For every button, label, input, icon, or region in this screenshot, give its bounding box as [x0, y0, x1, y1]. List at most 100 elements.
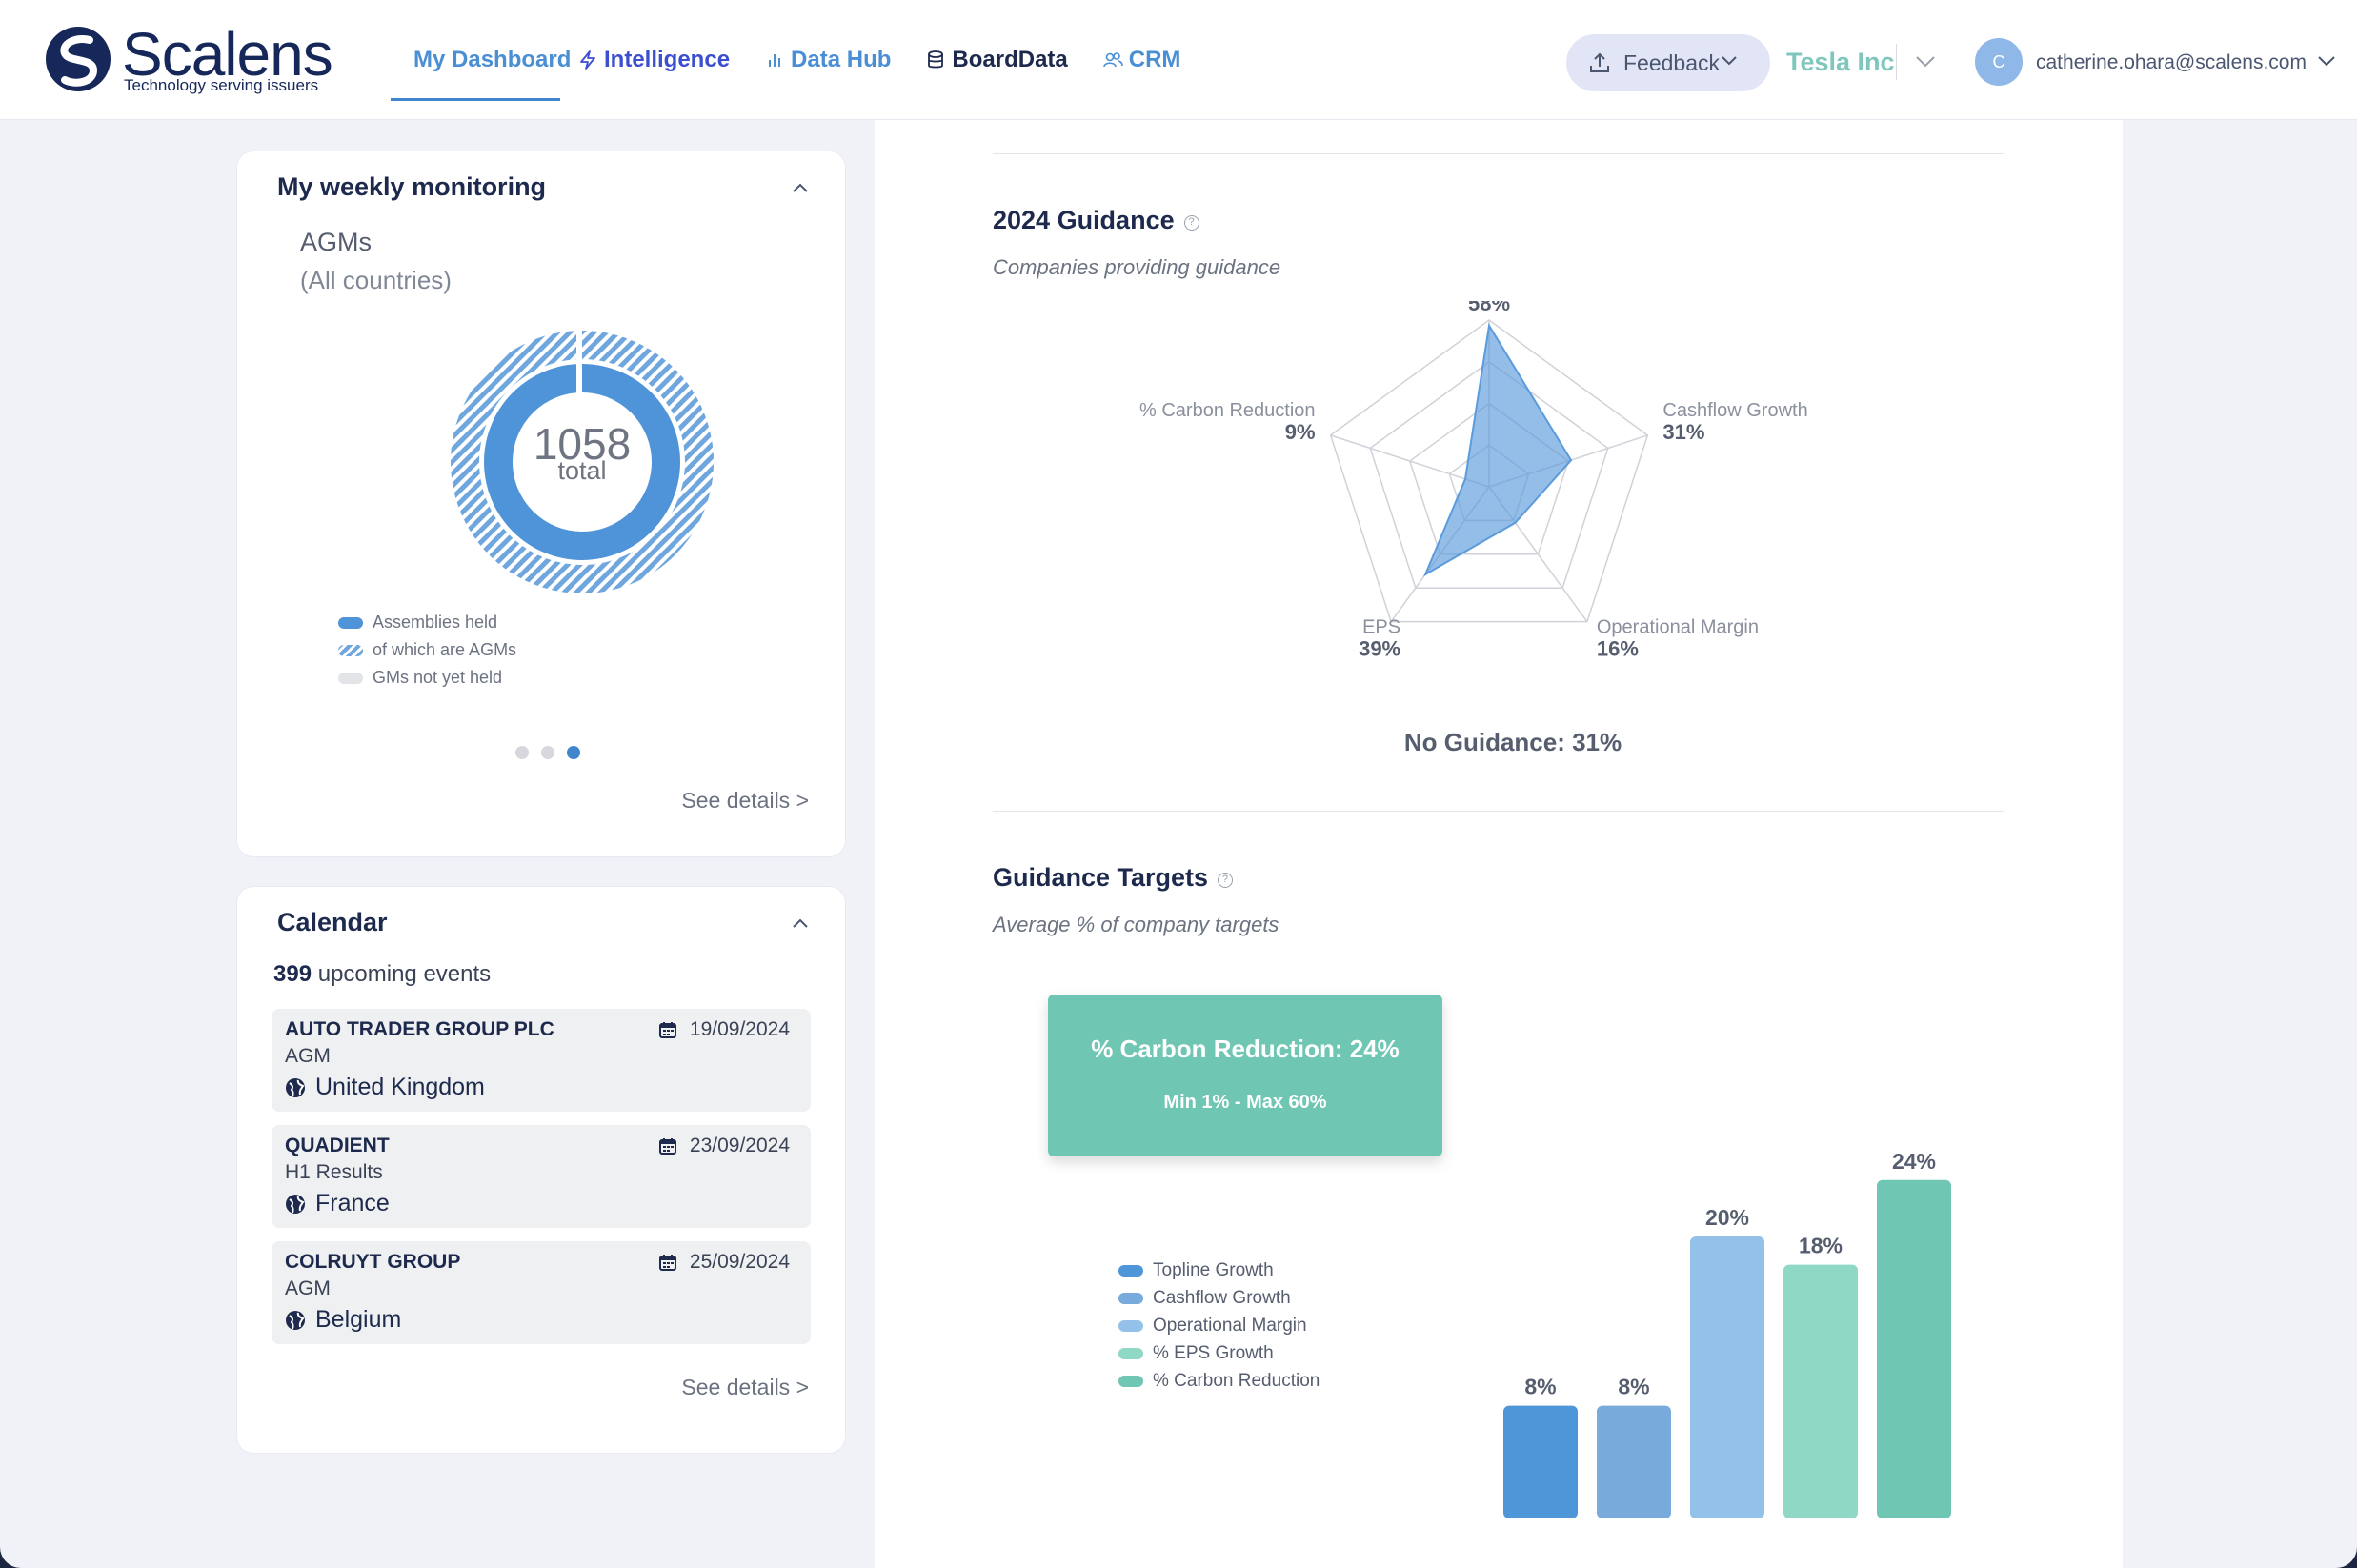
calendar-event[interactable]: COLRUYT GROUP AGM Belgium 25/09/2024	[272, 1241, 811, 1344]
chevron-up-icon[interactable]	[792, 182, 809, 193]
radar-category-label: Cashflow Growth	[1662, 400, 1807, 421]
guidance-title-text: 2024 Guidance	[993, 206, 1175, 234]
nav-crm[interactable]: CRM	[1085, 0, 1199, 120]
nav-label: BoardData	[952, 47, 1068, 72]
top-bar: Scalens Technology serving issuers My Da…	[0, 0, 2357, 120]
chevron-up-icon[interactable]	[792, 917, 809, 929]
event-count: 399	[273, 961, 312, 987]
carousel-dot[interactable]	[515, 746, 529, 759]
bar[interactable]	[1690, 1236, 1764, 1518]
bar[interactable]	[1503, 1405, 1578, 1518]
help-icon[interactable]: ?	[1183, 215, 1199, 231]
agm-title: AGMs	[300, 228, 373, 256]
bar[interactable]	[1877, 1179, 1951, 1518]
targets-title: Guidance Targets?	[993, 863, 1234, 893]
radar-category-label: EPS	[1362, 617, 1400, 638]
event-company: COLRUYT GROUP	[285, 1251, 461, 1273]
bar[interactable]	[1597, 1405, 1671, 1518]
agm-subtitle: (All countries)	[300, 266, 452, 294]
nav-label: Intelligence	[604, 47, 731, 72]
legend-label: GMs not yet held	[373, 668, 503, 687]
legend-swatch	[338, 672, 363, 684]
bar-value-label: 20%	[1705, 1205, 1749, 1230]
legend-swatch	[1118, 1347, 1143, 1359]
bar[interactable]	[1783, 1264, 1858, 1518]
radar-category-label: Operational Margin	[1597, 617, 1759, 638]
nav-label: My Dashboard	[413, 47, 572, 72]
bar-chart-icon	[769, 54, 781, 67]
event-country: United Kingdom	[315, 1074, 485, 1100]
globe-icon	[286, 1078, 305, 1097]
feedback-button[interactable]: Feedback	[1566, 34, 1770, 91]
event-type: AGM	[285, 1045, 331, 1067]
donut-legend: Assemblies held of which are AGMs GMs no…	[338, 609, 516, 692]
help-icon[interactable]: ?	[1218, 873, 1234, 888]
radar-value-label: 31%	[1662, 420, 1704, 444]
event-type: AGM	[285, 1277, 331, 1299]
chevron-down-icon	[1722, 56, 1737, 66]
calendar-icon	[659, 1138, 676, 1155]
legend-item[interactable]: Cashflow Growth	[1118, 1284, 1320, 1312]
main-nav: My Dashboard Intelligence Data Hub Board…	[391, 0, 1198, 120]
users-icon	[1102, 52, 1123, 68]
legend-swatch	[338, 644, 363, 656]
calendar-event[interactable]: QUADIENT H1 Results France 23/09/2024	[272, 1125, 811, 1228]
database-icon	[928, 50, 944, 69]
event-count-label: upcoming events	[317, 961, 492, 987]
carousel-dot[interactable]	[541, 746, 554, 759]
globe-icon	[286, 1195, 305, 1214]
agm-donut-chart	[451, 329, 714, 593]
targets-legend: Topline Growth Cashflow Growth Operational…	[1118, 1256, 1320, 1395]
nav-data-hub[interactable]: Data Hub	[747, 0, 908, 120]
targets-title-text: Guidance Targets	[993, 863, 1209, 892]
event-company: QUADIENT	[285, 1135, 390, 1156]
legend-label: of which are AGMs	[373, 640, 517, 659]
legend-item[interactable]: % EPS Growth	[1118, 1339, 1320, 1367]
legend-item[interactable]: % Carbon Reduction	[1118, 1367, 1320, 1395]
radar-grid-ring	[1369, 360, 1609, 589]
chevron-down-icon[interactable]	[2317, 55, 2336, 68]
legend-label: Assemblies held	[373, 613, 498, 632]
company-selector[interactable]: Tesla Inc	[1786, 48, 1895, 76]
bar-value-label: 24%	[1892, 1149, 1936, 1174]
donut-total-value: 1058	[533, 419, 632, 469]
legend-item[interactable]: Operational Margin	[1118, 1312, 1320, 1339]
chevron-down-icon[interactable]	[1915, 55, 1936, 69]
see-details-link[interactable]: See details >	[681, 788, 809, 813]
nav-boarddata[interactable]: BoardData	[908, 0, 1084, 120]
radar-series-area[interactable]	[1423, 322, 1573, 577]
legend-label: % EPS Growth	[1153, 1342, 1274, 1363]
calendar-card: Calendar 399 upcoming events AUTO TRADER…	[236, 886, 846, 1454]
see-details-link[interactable]: See details >	[681, 1375, 809, 1399]
calendar-icon	[659, 1255, 676, 1271]
scalens-logo[interactable]: Scalens Technology serving issuers	[44, 19, 349, 101]
nav-label: Data Hub	[791, 47, 892, 72]
legend-swatch	[1118, 1319, 1143, 1332]
radar-grid-ring	[1329, 319, 1649, 623]
brand-tagline: Technology serving issuers	[124, 76, 319, 94]
globe-icon	[286, 1311, 305, 1330]
weekly-monitoring-card: My weekly monitoring AGMs (All countries…	[236, 151, 846, 857]
calendar-icon	[659, 1022, 676, 1038]
avatar[interactable]: C	[1975, 38, 2023, 86]
bar-value-label: 8%	[1524, 1375, 1556, 1399]
nav-my-dashboard[interactable]: My Dashboard	[391, 0, 571, 120]
user-email[interactable]: catherine.ohara@scalens.com	[2036, 51, 2307, 73]
calendar-event[interactable]: AUTO TRADER GROUP PLC AGM United Kingdom…	[272, 1009, 811, 1112]
legend-item: of which are AGMs	[338, 636, 516, 664]
legend-label: Operational Margin	[1153, 1315, 1307, 1336]
radar-value-label: 16%	[1597, 637, 1639, 661]
carousel-dot-active[interactable]	[567, 746, 580, 759]
legend-item: Assemblies held	[338, 609, 516, 636]
radar-value-label: 9%	[1285, 420, 1316, 444]
nav-intelligence[interactable]: Intelligence	[560, 0, 747, 120]
section-divider	[993, 153, 2004, 154]
tooltip-range: Min 1% - Max 60%	[1163, 1092, 1327, 1113]
main-panel: 2024 Guidance? Companies providing guida…	[875, 120, 2123, 1568]
event-date: 19/09/2024	[689, 1018, 790, 1040]
legend-label: % Carbon Reduction	[1153, 1370, 1320, 1391]
carousel-dots	[515, 746, 593, 759]
lightning-icon	[580, 50, 595, 70]
event-company: AUTO TRADER GROUP PLC	[285, 1018, 554, 1040]
legend-item[interactable]: Topline Growth	[1118, 1256, 1320, 1284]
